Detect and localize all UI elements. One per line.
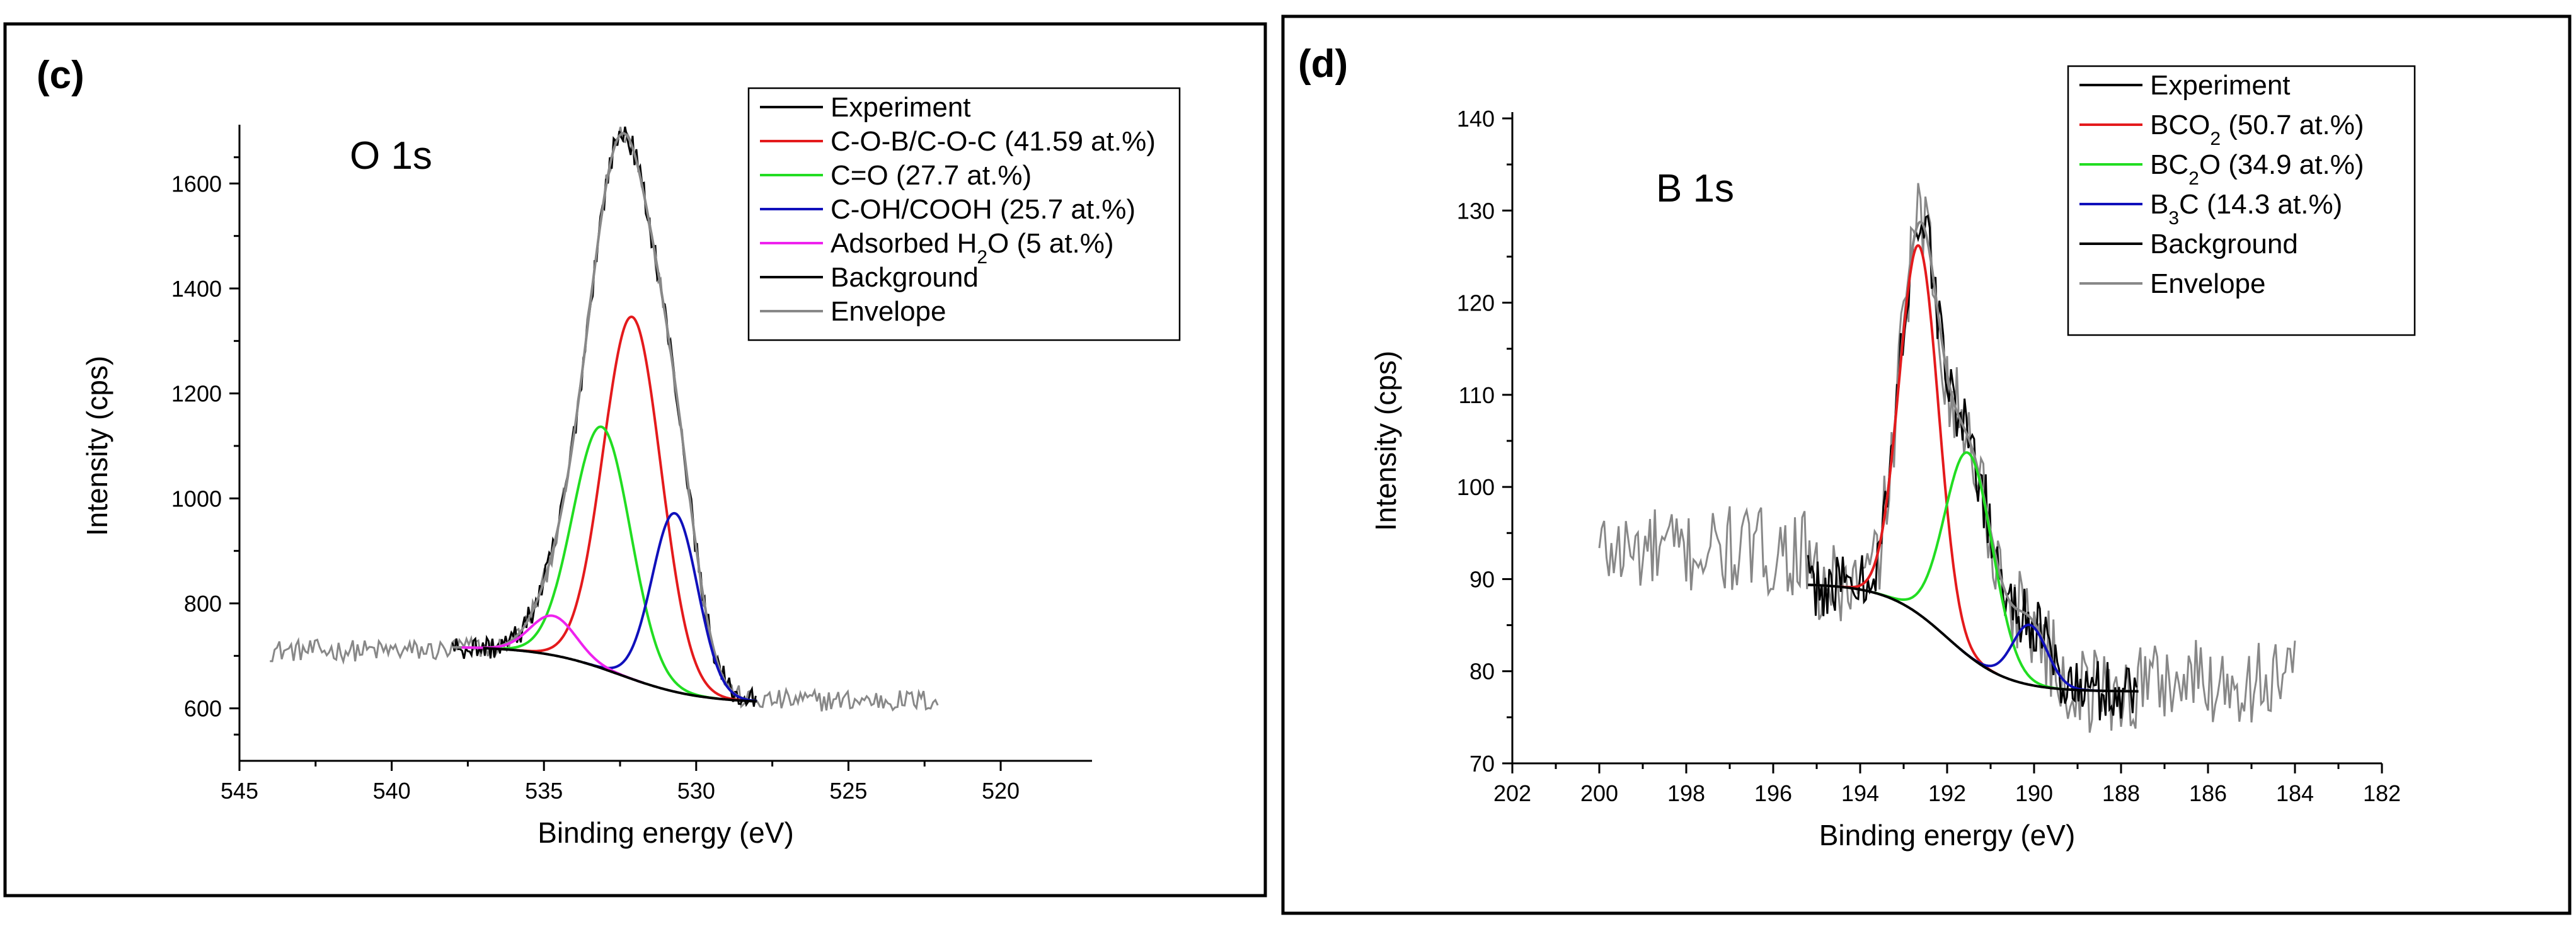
x-tick-label: 190 [2015, 780, 2053, 806]
panel-frame [3, 22, 1267, 898]
x-tick-label: 186 [2189, 780, 2227, 806]
legend-label-h2o: Adsorbed H2O (5 at.%) [831, 228, 1114, 268]
x-tick-label: 535 [525, 778, 563, 804]
legend-label-background: Background [2150, 229, 2298, 259]
panel-frame [1281, 14, 2572, 915]
legend-label-envelope: Envelope [831, 296, 946, 327]
series-bco2 [1840, 244, 1998, 675]
x-axis-title: Binding energy (eV) [1819, 819, 2076, 852]
x-tick-label: 545 [221, 778, 258, 804]
y-tick-label: 80 [1469, 659, 1495, 685]
legend-label-bco2: BCO2 (50.7 at.%) [2150, 110, 2364, 149]
series-experiment [451, 126, 757, 707]
y-tick-label: 1200 [171, 381, 222, 407]
y-tick-label: 600 [184, 696, 222, 722]
y-tick-label: 100 [1457, 474, 1495, 500]
series-coh [583, 511, 757, 703]
core-level-title: O 1s [350, 134, 432, 178]
chart-panel-c: 545 540 535 530 525 520 600 800 1000 1200 1400 1600… [3, 22, 1267, 898]
panel-label: (c) [37, 54, 84, 97]
y-tick-label: 140 [1457, 106, 1495, 132]
series-cob [516, 316, 748, 702]
legend-label-cob: C-O-B/C-O-C (41.59 at.%) [831, 126, 1156, 157]
y-tick-label: 110 [1459, 382, 1495, 408]
legend-box [2067, 65, 2416, 336]
series-background [1807, 583, 2139, 693]
legend: Experiment BCO2 (50.7 at.%)BC2O (34.9 at.… [2067, 65, 2416, 336]
core-level-title: B 1s [1656, 167, 1734, 210]
x-tick-label: 198 [1667, 780, 1705, 806]
y-tick-label: 800 [184, 591, 222, 617]
series-b3c [1959, 624, 2100, 692]
series-envelope-raw [1598, 183, 2296, 733]
y-tick-label: 70 [1469, 751, 1495, 777]
legend-label-background: Background [831, 262, 979, 293]
x-tick-label: 520 [982, 778, 1020, 804]
y-tick-label: 1600 [171, 171, 222, 197]
series-experiment [1807, 214, 2137, 721]
series-envelope-fit [452, 132, 757, 702]
panel-label: (d) [1298, 42, 1348, 86]
x-tick-label: 202 [1493, 780, 1531, 806]
legend-label-coh: C-OH/COOH (25.7 at.%) [831, 194, 1136, 225]
series-co [485, 425, 718, 700]
y-axis-title: Intensity (cps) [81, 356, 113, 536]
x-tick-label: 192 [1928, 780, 1966, 806]
legend-label-b3c: B3C (14.3 at.%) [2150, 189, 2342, 229]
x-tick-label: 194 [1841, 780, 1879, 806]
y-tick-label: 1400 [171, 276, 222, 302]
x-tick-label: 525 [829, 778, 867, 804]
legend-label-envelope: Envelope [2150, 268, 2265, 299]
y-tick-label: 120 [1457, 290, 1495, 316]
x-tick-label: 540 [373, 778, 411, 804]
y-tick-label: 90 [1469, 566, 1495, 592]
x-tick-label: 188 [2102, 780, 2140, 806]
x-tick-label: 200 [1580, 780, 1618, 806]
legend-box [747, 87, 1181, 341]
y-axis-title: Intensity (cps) [1369, 351, 1402, 531]
x-tick-label: 530 [677, 778, 715, 804]
legend-label-bc2o: BC2O (34.9 at.%) [2150, 149, 2364, 189]
x-axis-title: Binding energy (eV) [538, 816, 794, 849]
series-bc2o [1873, 451, 2065, 691]
legend-label-experiment: Experiment [831, 92, 971, 123]
x-tick-label: 182 [2363, 780, 2401, 806]
x-tick-label: 196 [1754, 780, 1792, 806]
series-background [483, 647, 757, 703]
legend-label-experiment: Experiment [2150, 70, 2291, 101]
x-tick-label: 184 [2276, 780, 2314, 806]
y-tick-label: 1000 [171, 486, 222, 511]
y-tick-label: 130 [1457, 198, 1495, 224]
chart-panel-d: 202 200 198 196 194 192 190 188 186 184 182 70 80 90 1… [1281, 14, 2572, 915]
legend-label-co: C=O (27.7 at.%) [831, 160, 1032, 191]
